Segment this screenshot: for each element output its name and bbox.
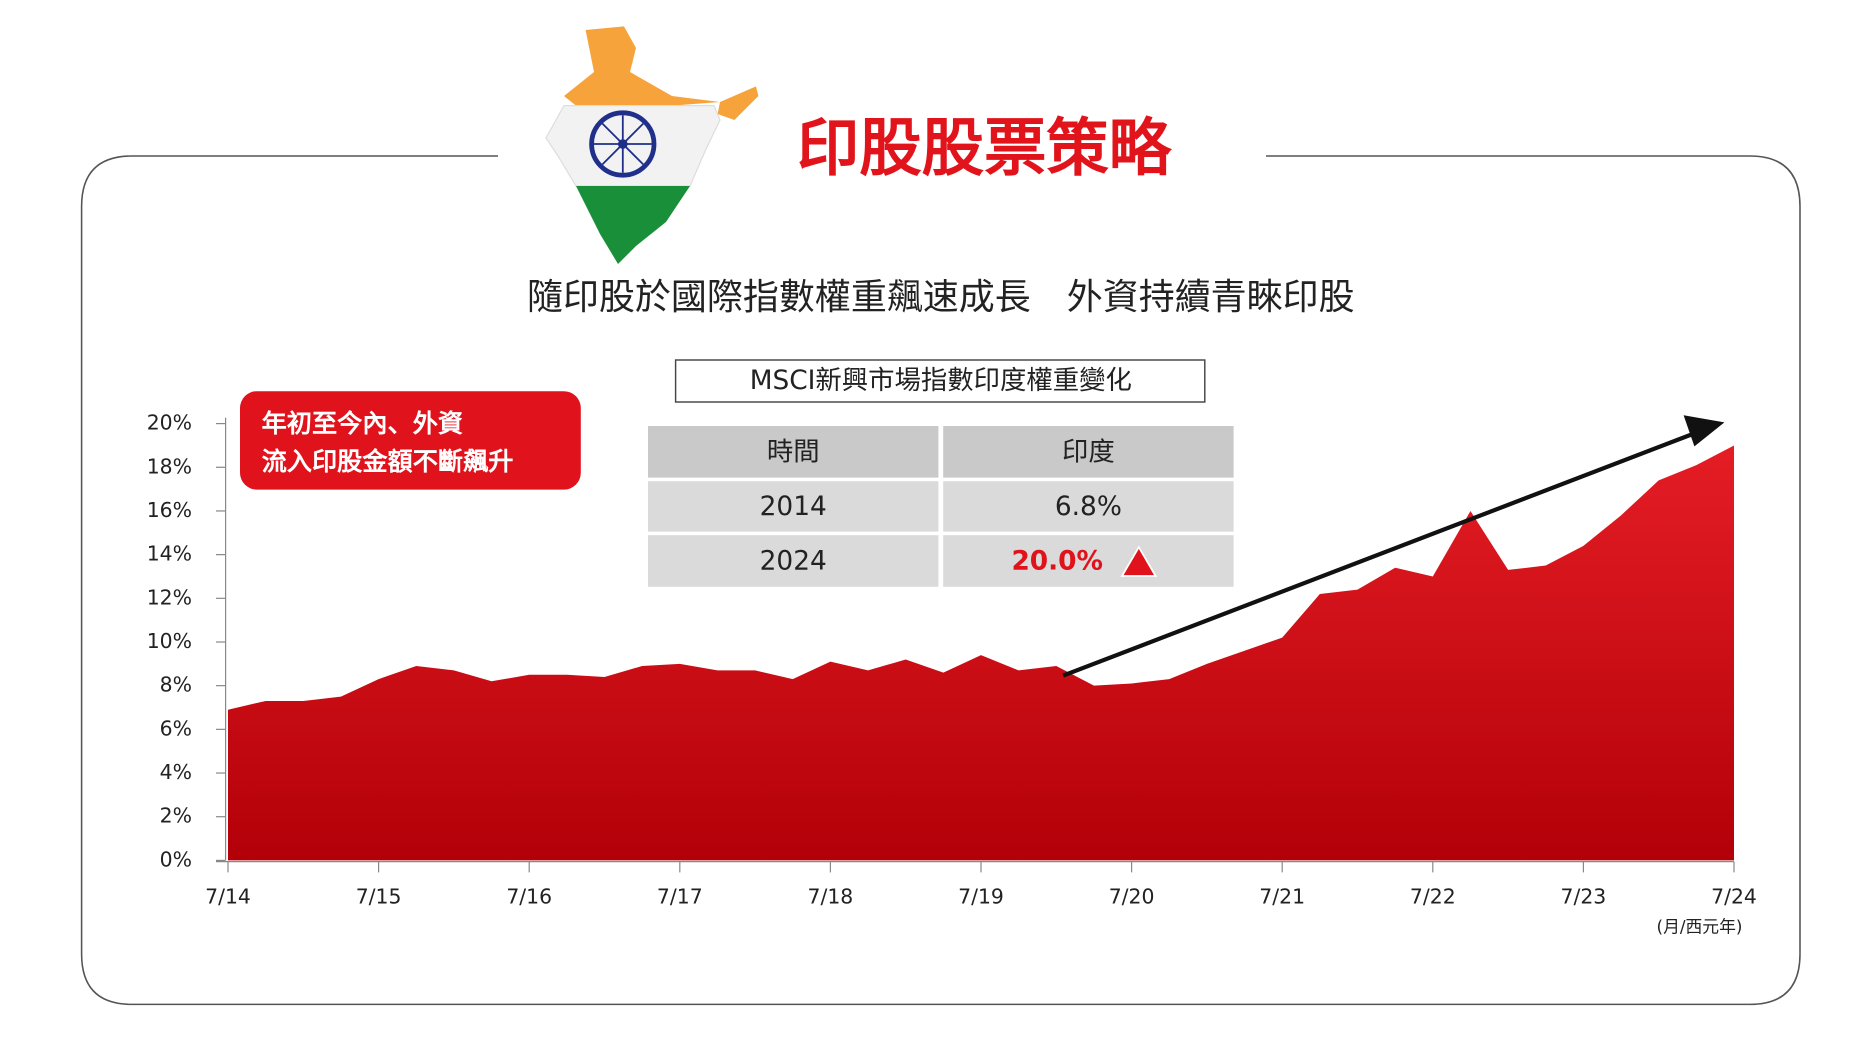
y-tick-label: 2% (160, 804, 192, 828)
y-tick-label: 4% (160, 760, 192, 784)
callout-text: 流入印股金額不斷飆升 (262, 447, 514, 476)
india-map (545, 26, 759, 264)
table-cell-text: 6.8% (1055, 492, 1122, 522)
y-tick-label: 18% (147, 454, 192, 478)
up-triangle (1120, 545, 1158, 577)
frame (80, 155, 1801, 1006)
table-cell (648, 425, 939, 478)
table-cell (943, 425, 1234, 478)
x-tick-label: 7/18 (808, 885, 854, 909)
table-cell-text: 20.0% (1011, 547, 1103, 577)
table-cell-text: 時間 (767, 437, 820, 467)
x-tick-label: 7/24 (1711, 885, 1757, 909)
x-tick-label: 7/16 (506, 885, 552, 909)
table-title-box (674, 359, 1206, 403)
x-tick-label: 7/20 (1109, 885, 1155, 909)
arrow-head (1683, 415, 1725, 447)
y-tick-label: 10% (147, 629, 192, 653)
table-cell (943, 481, 1234, 532)
x-tick-label: 7/23 (1561, 885, 1607, 909)
table-cell (648, 535, 939, 587)
title: 印股股票策略 (797, 111, 1173, 184)
y-tick-label: 8% (160, 673, 192, 697)
x-tick-label: 7/15 (356, 885, 402, 909)
x-tick-label: 7/17 (657, 885, 703, 909)
table-cell (943, 535, 1234, 587)
x-tick-label: 7/14 (205, 885, 251, 909)
y-tick-label: 20% (147, 411, 192, 435)
y-tick-label: 0% (160, 847, 192, 871)
x-tick-label: 7/19 (958, 885, 1004, 909)
table-cell-text: 2014 (760, 492, 827, 522)
y-tick-label: 12% (147, 585, 192, 609)
table-cell-text: 印度 (1062, 437, 1115, 467)
x-tick-label: 7/22 (1410, 885, 1456, 909)
y-tick-label: 6% (160, 716, 192, 740)
trend-arrow (1062, 430, 1699, 678)
x-axis-unit: (月/西元年) (1657, 917, 1743, 937)
x-tick-label: 7/21 (1259, 885, 1305, 909)
table-title: MSCI新興市場指數印度權重變化 (750, 366, 1132, 396)
callout-text: 年初至今內、外資 (262, 409, 463, 438)
callout-box (240, 391, 581, 490)
y-tick-label: 16% (147, 498, 192, 522)
table-cell (648, 481, 939, 532)
area (228, 445, 1734, 861)
y-tick-label: 14% (147, 542, 192, 566)
table-cell-text: 2024 (760, 547, 827, 577)
subtitle: 隨印股於國際指數權重飆速成長 外資持續青睞印股 (527, 277, 1355, 318)
